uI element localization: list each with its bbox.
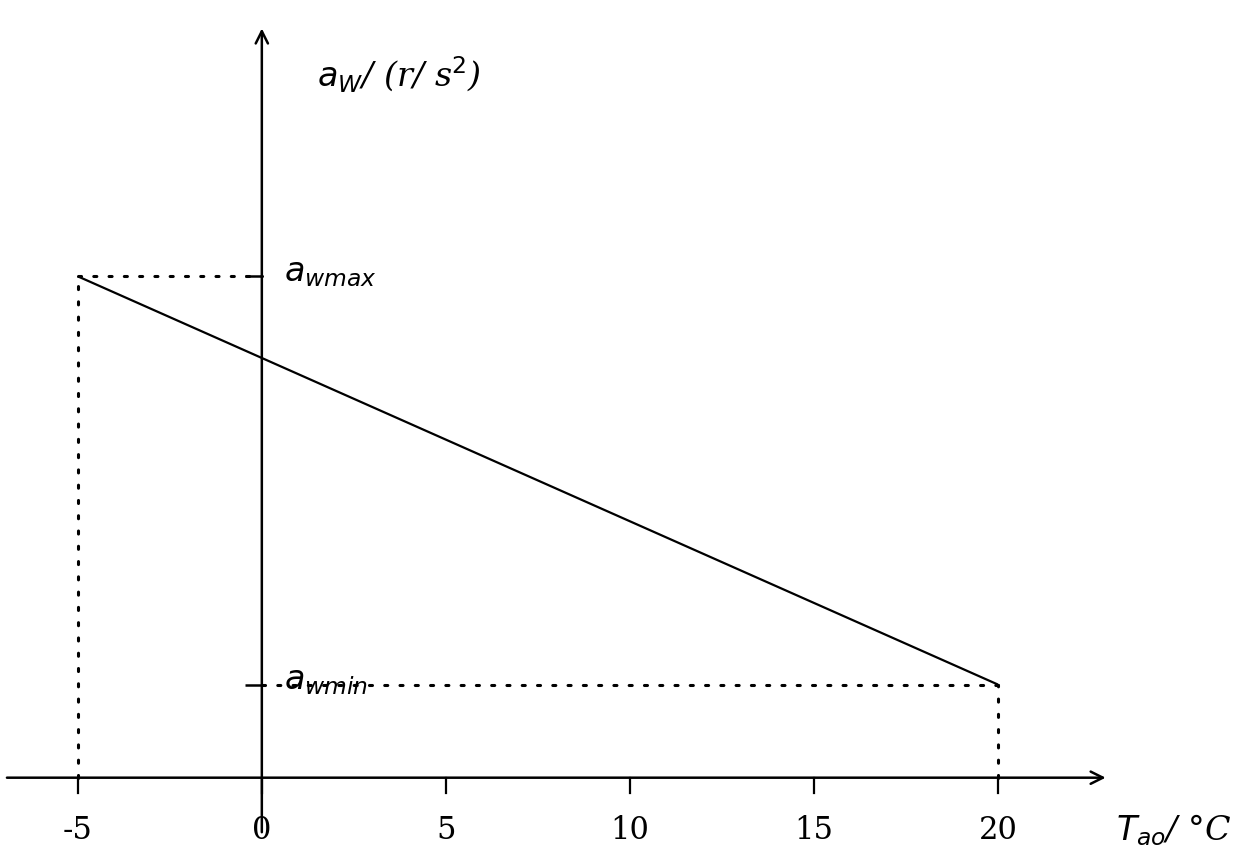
- Text: 20: 20: [978, 815, 1018, 846]
- Text: -5: -5: [63, 815, 93, 846]
- Text: 0: 0: [252, 815, 272, 846]
- Text: 10: 10: [610, 815, 650, 846]
- Text: $a_{wmax}$: $a_{wmax}$: [284, 257, 377, 289]
- Text: $a_W$/ (r/ s$^2$): $a_W$/ (r/ s$^2$): [317, 54, 481, 95]
- Text: 15: 15: [795, 815, 833, 846]
- Text: $T_{ao}$/ °C: $T_{ao}$/ °C: [1116, 812, 1231, 848]
- Text: $a_{wmin}$: $a_{wmin}$: [284, 665, 368, 697]
- Text: 5: 5: [436, 815, 455, 846]
